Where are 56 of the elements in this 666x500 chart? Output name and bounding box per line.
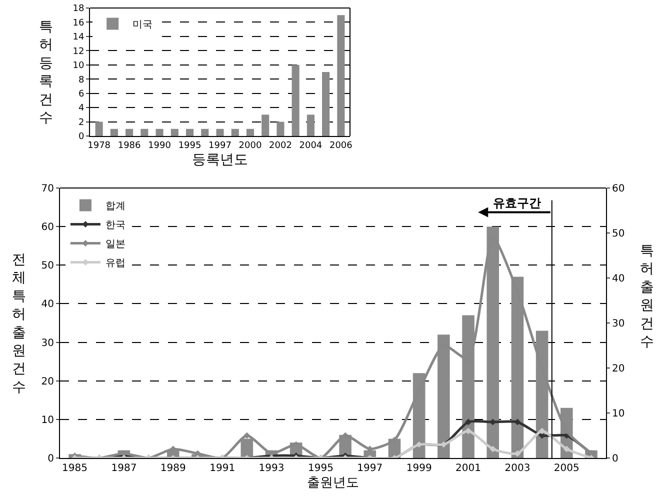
x-tick-label: 2001: [456, 463, 481, 474]
y2-tick-label: 60: [612, 184, 625, 194]
y-axis-title: 전체특허출원건수: [12, 252, 26, 396]
y-tick-label: 0: [78, 132, 84, 142]
legend-label: 합계: [105, 201, 126, 212]
y-tick-label: 18: [72, 4, 84, 14]
y2-tick-label: 30: [612, 318, 625, 330]
y-tick-label: 0: [48, 454, 54, 464]
y-tick-label: 70: [41, 184, 54, 194]
legend-label: 한국: [105, 220, 126, 232]
y-tick-label: 8: [78, 75, 84, 86]
y-axis-title: 특허등록건수: [39, 19, 53, 126]
y-tick-label: 14: [72, 32, 84, 43]
legend-label: 유럽: [105, 258, 126, 270]
y-tick-label: 10: [72, 61, 84, 72]
x-tick-label: 2006: [329, 140, 353, 151]
y2-axis-title: 특허출원건수: [640, 243, 654, 350]
y-tick-label: 4: [78, 104, 84, 114]
x-tick-label: 2003: [504, 463, 530, 474]
x-tick-label: 1993: [258, 463, 284, 474]
x-tick-label: 1985: [62, 463, 88, 474]
y-tick-label: 50: [41, 260, 54, 272]
x-axis-title: 등록년도: [192, 152, 248, 168]
y-tick-label: 60: [41, 222, 54, 234]
y-tick-label: 6: [78, 89, 84, 100]
legend-label: 일본: [105, 239, 126, 250]
legend-label: 미국: [132, 20, 153, 31]
x-tick-label: 1997: [357, 463, 383, 474]
x-tick-label: 1986: [118, 140, 142, 151]
annotation: 유효구간: [493, 196, 541, 210]
y-tick-label: 40: [41, 299, 54, 310]
y2-tick-label: 0: [612, 454, 618, 464]
y-tick-label: 20: [41, 376, 54, 388]
x-tick-label: 2004: [299, 140, 322, 151]
x-tick-label: 1987: [111, 463, 137, 474]
x-tick-label: 2002: [269, 140, 292, 151]
x-tick-label: 2005: [554, 463, 580, 474]
x-tick-label: 1990: [148, 140, 172, 151]
x-tick-label: 2000: [238, 140, 262, 151]
y-tick-label: 10: [41, 414, 54, 426]
y-tick-label: 16: [72, 18, 84, 28]
x-tick-label: 1995: [308, 463, 334, 474]
y2-tick-label: 20: [612, 364, 625, 374]
y2-tick-label: 50: [612, 228, 625, 240]
y-tick-label: 12: [72, 46, 84, 57]
y2-tick-label: 10: [612, 408, 625, 420]
y-tick-label: 30: [41, 338, 54, 349]
x-tick-label: 1989: [160, 463, 186, 474]
y2-tick-label: 40: [612, 274, 625, 284]
x-tick-label: 1991: [210, 463, 236, 474]
x-tick-label: 1995: [178, 140, 202, 151]
x-tick-label: 1978: [88, 140, 111, 151]
x-tick-label: 1997: [208, 140, 232, 151]
x-axis-title: 출원년도: [307, 476, 359, 491]
y-tick-label: 2: [78, 118, 84, 128]
x-tick-label: 1999: [406, 463, 432, 474]
